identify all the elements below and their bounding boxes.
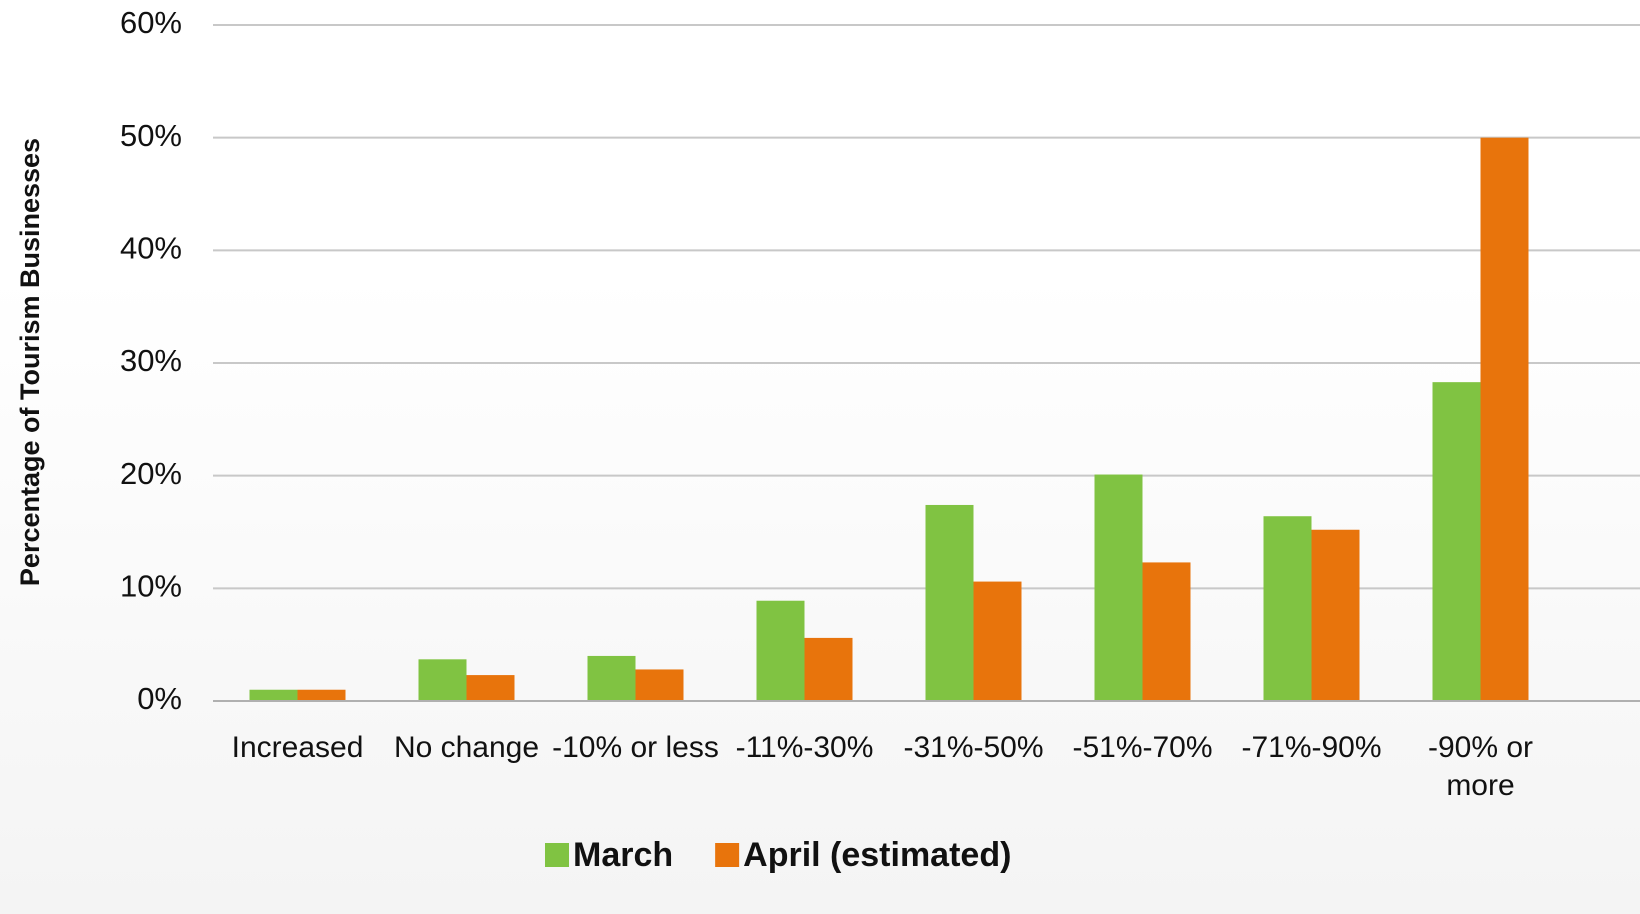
y-tick-label: 10%	[120, 569, 182, 604]
legend-label: April (estimated)	[743, 836, 1011, 874]
chart: Percentage of Tourism Businesses 0% 10% 20…	[0, 0, 1640, 914]
x-tick-label: -51%-70%	[1059, 729, 1227, 767]
bar	[419, 659, 467, 701]
bar	[298, 690, 346, 701]
bar	[757, 601, 805, 701]
legend-swatch	[715, 843, 739, 867]
y-axis-title: Percentage of Tourism Businesses	[15, 138, 45, 586]
bar	[588, 656, 636, 701]
y-tick-label: 30%	[120, 343, 182, 378]
bar	[1433, 382, 1481, 701]
y-tick-label: 20%	[120, 456, 182, 491]
bar	[1264, 516, 1312, 701]
x-tick-label: -10% or less	[552, 729, 720, 767]
bar	[250, 690, 298, 701]
bar	[974, 582, 1022, 701]
bar	[926, 505, 974, 701]
bar	[1143, 562, 1191, 701]
y-tick-label: 0%	[137, 681, 182, 716]
y-tick-label: 40%	[120, 231, 182, 266]
bar	[467, 675, 515, 701]
legend-label: March	[573, 836, 673, 874]
legend-swatch	[545, 843, 569, 867]
y-tick-label: 60%	[120, 5, 182, 40]
x-tick-label: -11%-30%	[721, 729, 889, 767]
bar	[1481, 138, 1529, 701]
x-tick-label: No change	[383, 729, 551, 767]
bar	[805, 638, 853, 701]
bar	[1312, 530, 1360, 701]
x-tick-label: -90% or more	[1397, 729, 1565, 805]
chart-container: Percentage of Tourism Businesses 0% 10% 20…	[0, 0, 1640, 914]
y-tick-label: 50%	[120, 118, 182, 153]
bar	[1095, 475, 1143, 701]
bar	[636, 669, 684, 701]
x-tick-label: -31%-50%	[890, 729, 1058, 767]
x-tick-label: -71%-90%	[1228, 729, 1396, 767]
x-tick-label: Increased	[214, 729, 382, 767]
